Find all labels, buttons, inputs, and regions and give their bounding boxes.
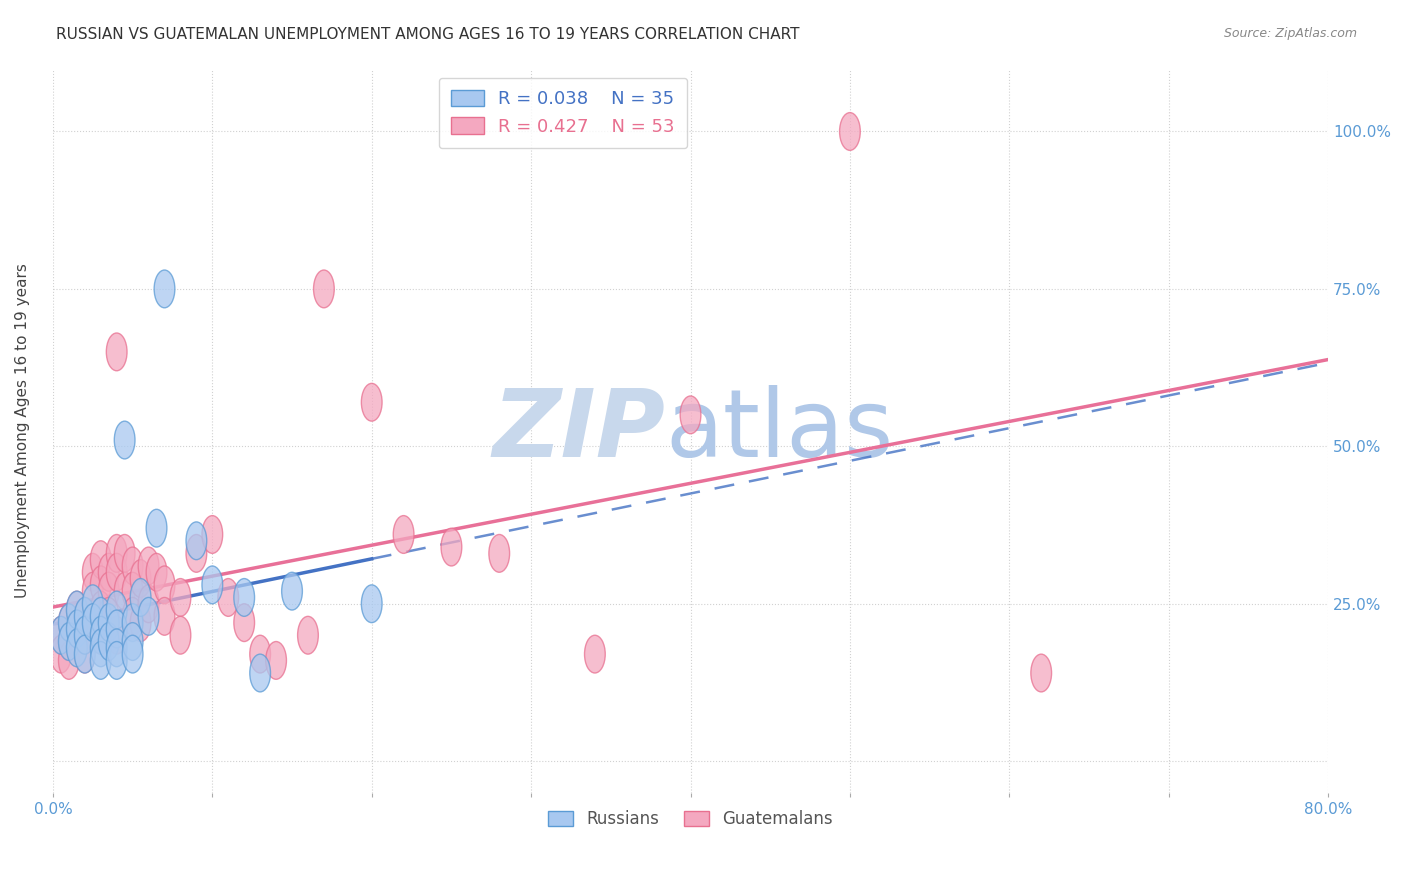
Ellipse shape <box>266 641 287 680</box>
Ellipse shape <box>90 629 111 666</box>
Text: atlas: atlas <box>665 384 893 476</box>
Ellipse shape <box>131 579 150 616</box>
Ellipse shape <box>90 541 111 579</box>
Ellipse shape <box>98 553 120 591</box>
Ellipse shape <box>51 635 72 673</box>
Ellipse shape <box>155 270 174 308</box>
Ellipse shape <box>138 585 159 623</box>
Ellipse shape <box>298 616 318 654</box>
Ellipse shape <box>170 579 191 616</box>
Ellipse shape <box>107 553 127 591</box>
Ellipse shape <box>122 573 143 610</box>
Ellipse shape <box>66 610 87 648</box>
Ellipse shape <box>202 566 222 604</box>
Ellipse shape <box>233 604 254 641</box>
Ellipse shape <box>170 616 191 654</box>
Ellipse shape <box>107 616 127 654</box>
Ellipse shape <box>233 579 254 616</box>
Ellipse shape <box>186 522 207 559</box>
Ellipse shape <box>114 421 135 458</box>
Ellipse shape <box>107 629 127 666</box>
Y-axis label: Unemployment Among Ages 16 to 19 years: Unemployment Among Ages 16 to 19 years <box>15 263 30 598</box>
Ellipse shape <box>83 573 103 610</box>
Ellipse shape <box>66 610 87 648</box>
Ellipse shape <box>75 598 96 635</box>
Ellipse shape <box>66 629 87 666</box>
Ellipse shape <box>59 623 79 660</box>
Ellipse shape <box>98 623 120 660</box>
Ellipse shape <box>107 610 127 648</box>
Ellipse shape <box>138 547 159 585</box>
Ellipse shape <box>489 534 509 573</box>
Ellipse shape <box>83 604 103 641</box>
Ellipse shape <box>51 616 72 654</box>
Ellipse shape <box>107 591 127 629</box>
Ellipse shape <box>59 604 79 641</box>
Ellipse shape <box>131 559 150 598</box>
Ellipse shape <box>90 598 111 635</box>
Text: ZIP: ZIP <box>492 384 665 476</box>
Ellipse shape <box>186 534 207 573</box>
Ellipse shape <box>281 573 302 610</box>
Ellipse shape <box>83 553 103 591</box>
Ellipse shape <box>75 635 96 673</box>
Ellipse shape <box>394 516 413 553</box>
Ellipse shape <box>1031 654 1052 692</box>
Ellipse shape <box>361 585 382 623</box>
Ellipse shape <box>75 635 96 673</box>
Ellipse shape <box>98 604 120 641</box>
Ellipse shape <box>75 598 96 635</box>
Ellipse shape <box>59 641 79 680</box>
Ellipse shape <box>122 547 143 585</box>
Ellipse shape <box>218 579 239 616</box>
Ellipse shape <box>146 509 167 547</box>
Ellipse shape <box>585 635 605 673</box>
Ellipse shape <box>138 598 159 635</box>
Ellipse shape <box>59 604 79 641</box>
Legend: Russians, Guatemalans: Russians, Guatemalans <box>541 804 839 835</box>
Ellipse shape <box>83 585 103 623</box>
Ellipse shape <box>122 635 143 673</box>
Text: Source: ZipAtlas.com: Source: ZipAtlas.com <box>1223 27 1357 40</box>
Ellipse shape <box>441 528 461 566</box>
Ellipse shape <box>314 270 335 308</box>
Ellipse shape <box>122 623 143 660</box>
Ellipse shape <box>202 516 222 553</box>
Ellipse shape <box>107 641 127 680</box>
Ellipse shape <box>114 573 135 610</box>
Ellipse shape <box>90 616 111 654</box>
Ellipse shape <box>155 598 174 635</box>
Ellipse shape <box>146 553 167 591</box>
Ellipse shape <box>155 566 174 604</box>
Ellipse shape <box>681 396 700 434</box>
Ellipse shape <box>90 616 111 654</box>
Ellipse shape <box>131 604 150 641</box>
Ellipse shape <box>90 591 111 629</box>
Ellipse shape <box>98 573 120 610</box>
Ellipse shape <box>98 598 120 635</box>
Ellipse shape <box>66 591 87 629</box>
Ellipse shape <box>122 604 143 641</box>
Ellipse shape <box>114 534 135 573</box>
Ellipse shape <box>250 654 270 692</box>
Ellipse shape <box>66 591 87 629</box>
Ellipse shape <box>75 616 96 654</box>
Ellipse shape <box>361 384 382 421</box>
Ellipse shape <box>107 333 127 371</box>
Ellipse shape <box>839 112 860 151</box>
Ellipse shape <box>90 641 111 680</box>
Text: RUSSIAN VS GUATEMALAN UNEMPLOYMENT AMONG AGES 16 TO 19 YEARS CORRELATION CHART: RUSSIAN VS GUATEMALAN UNEMPLOYMENT AMONG… <box>56 27 800 42</box>
Ellipse shape <box>90 566 111 604</box>
Ellipse shape <box>59 623 79 660</box>
Ellipse shape <box>51 616 72 654</box>
Ellipse shape <box>122 598 143 635</box>
Ellipse shape <box>250 635 270 673</box>
Ellipse shape <box>75 616 96 654</box>
Ellipse shape <box>107 534 127 573</box>
